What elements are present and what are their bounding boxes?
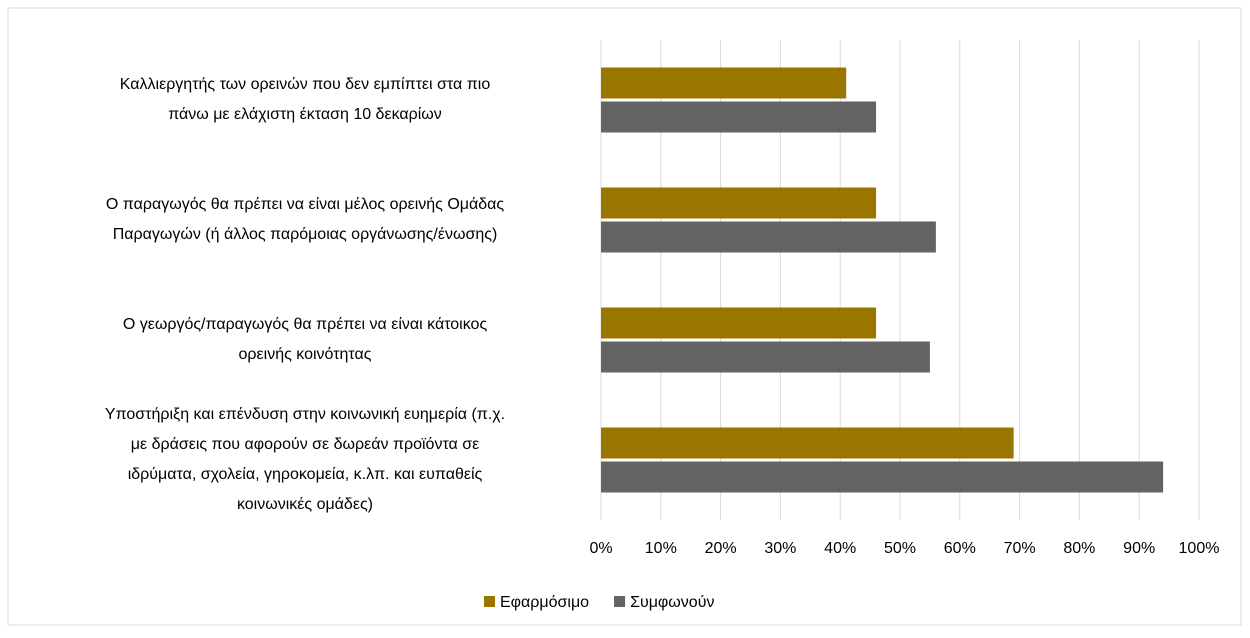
x-tick-label: 60% xyxy=(944,540,976,557)
x-tick-label: 0% xyxy=(589,540,612,557)
x-tick-label: 20% xyxy=(705,540,737,557)
category-label: Υποστήριξη και επένδυση στην κοινωνική ε… xyxy=(105,406,505,423)
x-tick-label: 40% xyxy=(824,540,856,557)
bar xyxy=(601,67,847,99)
bar xyxy=(601,187,877,219)
category-label: Ο παραγωγός θα πρέπει να είναι μέλος ορε… xyxy=(106,196,505,213)
bar xyxy=(601,101,877,133)
legend-label: Εφαρμόσιμο xyxy=(500,594,589,611)
x-tick-label: 100% xyxy=(1179,540,1220,557)
x-tick-label: 50% xyxy=(884,540,916,557)
x-tick-label: 30% xyxy=(764,540,796,557)
x-tick-label: 70% xyxy=(1004,540,1036,557)
x-tick-label: 90% xyxy=(1123,540,1155,557)
category-label: Παραγωγών (ή άλλος παρόμοιας οργάνωσης/έ… xyxy=(113,226,498,243)
x-tick-label: 80% xyxy=(1063,540,1095,557)
category-label: Ο γεωργός/παραγωγός θα πρέπει να είναι κ… xyxy=(123,316,488,333)
bar xyxy=(601,221,936,253)
legend-label: Συμφωνούν xyxy=(630,594,714,611)
bar xyxy=(601,307,877,339)
bar xyxy=(601,341,930,373)
bar xyxy=(601,461,1164,493)
x-tick-label: 10% xyxy=(645,540,677,557)
category-label: με δράσεις που αφορούν σε δωρεάν προϊόντ… xyxy=(131,436,479,453)
category-label: Καλλιεργητής των ορεινών που δεν εμπίπτε… xyxy=(120,76,491,93)
category-label: ιδρύματα, σχολεία, γηροκομεία, κ.λπ. και… xyxy=(128,466,483,483)
bar xyxy=(601,427,1014,459)
category-label: κοινωνικές ομάδες) xyxy=(237,496,373,513)
legend-swatch xyxy=(484,596,495,607)
category-label: ορεινής κοινότητας xyxy=(239,346,372,363)
legend-swatch xyxy=(614,596,626,607)
category-label: πάνω με ελάχιστη έκταση 10 δεκαρίων xyxy=(168,106,442,123)
